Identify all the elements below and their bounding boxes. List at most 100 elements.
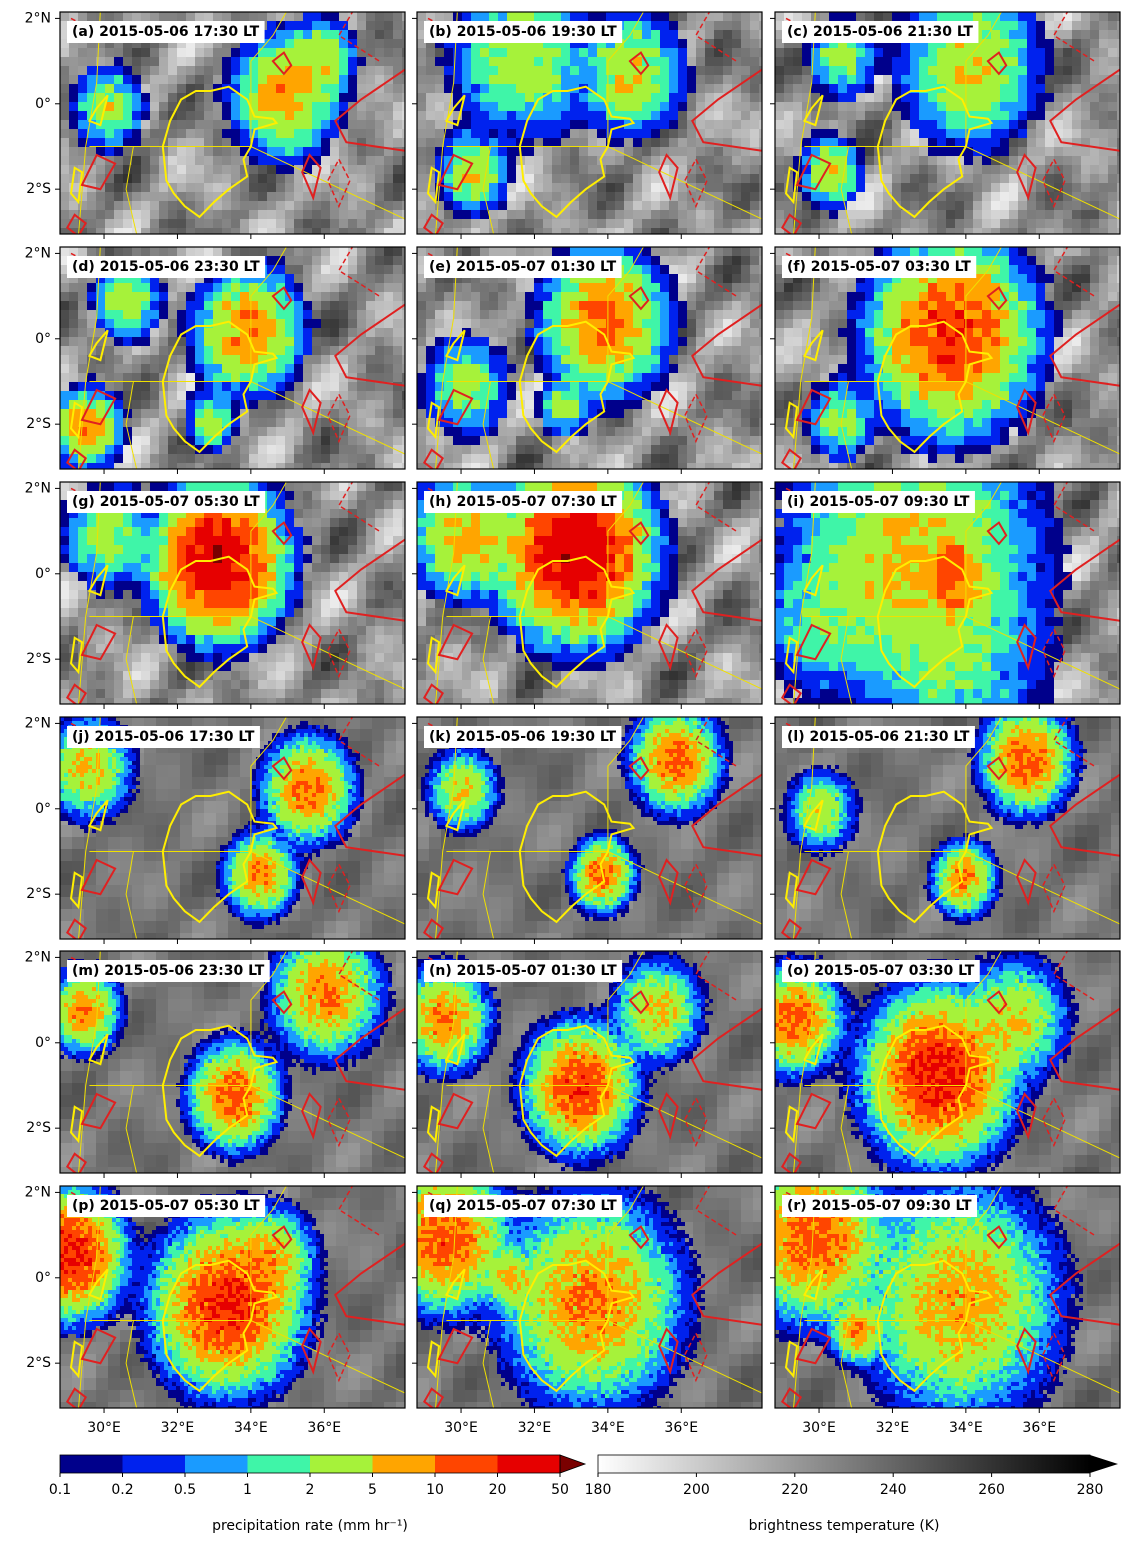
cloud-cell: [820, 219, 829, 228]
cloud-cell: [321, 256, 330, 265]
cloud-cell: [303, 436, 312, 445]
cloud-cell: [258, 165, 267, 174]
cloud-cell: [678, 192, 687, 201]
cloud-cell: [285, 247, 294, 256]
cloud-cell: [150, 364, 159, 373]
precip-cell: [516, 84, 525, 93]
cloud-cell: [204, 75, 213, 84]
cloud-cell: [321, 165, 330, 174]
precip-cell: [937, 129, 946, 138]
cloud-cell: [1099, 219, 1108, 228]
cloud-cell: [285, 183, 294, 192]
cloud-cell: [543, 192, 552, 201]
cloud-cell: [366, 364, 375, 373]
precip-cell: [1009, 30, 1018, 39]
cloud-cell: [723, 129, 732, 138]
precip-cell: [141, 93, 150, 102]
precip-cell: [240, 138, 249, 147]
precip-cell: [678, 48, 687, 57]
cloud-cell: [339, 210, 348, 219]
cloud-cell: [267, 174, 276, 183]
cloud-cell: [213, 57, 222, 66]
cloud-cell: [723, 165, 732, 174]
cloud-cell: [132, 427, 141, 436]
cloud-cell: [874, 192, 883, 201]
cloud-cell: [1027, 120, 1036, 129]
cloud-cell: [384, 12, 393, 21]
precip-cell: [597, 75, 606, 84]
cloud-cell: [937, 228, 946, 237]
cloud-cell: [624, 219, 633, 228]
cloud-cell: [186, 373, 195, 382]
cloud-cell: [982, 174, 991, 183]
cloud-cell: [294, 228, 303, 237]
cloud-cell: [384, 219, 393, 228]
cloud-cell: [1063, 165, 1072, 174]
cloud-cell: [186, 156, 195, 165]
precip-cell: [937, 75, 946, 84]
precip-cell: [552, 75, 561, 84]
precip-cell: [928, 111, 937, 120]
cloud-cell: [132, 346, 141, 355]
precip-cell: [462, 147, 471, 156]
precip-cell: [1027, 93, 1036, 102]
cloud-cell: [267, 409, 276, 418]
cloud-cell: [276, 183, 285, 192]
cloud-cell: [348, 256, 357, 265]
cloud-cell: [678, 21, 687, 30]
precip-cell: [561, 12, 570, 21]
cloud-cell: [1090, 183, 1099, 192]
cloud-cell: [579, 129, 588, 138]
precip-cell: [919, 102, 928, 111]
cloud-cell: [141, 400, 150, 409]
cloud-cell: [141, 147, 150, 156]
cloud-cell: [312, 337, 321, 346]
cloud-cell: [78, 310, 87, 319]
precip-cell: [543, 48, 552, 57]
cloud-cell: [177, 391, 186, 400]
cloud-cell: [1099, 21, 1108, 30]
precip-cell: [312, 120, 321, 129]
cloud-cell: [69, 57, 78, 66]
cloud-cell: [705, 75, 714, 84]
cloud-cell: [570, 156, 579, 165]
precip-cell: [1027, 48, 1036, 57]
cloud-cell: [69, 364, 78, 373]
precip-cell: [294, 75, 303, 84]
precip-cell: [973, 57, 982, 66]
cloud-cell: [705, 57, 714, 66]
precip-cell: [507, 102, 516, 111]
cloud-cell: [321, 156, 330, 165]
cloud-cell: [141, 409, 150, 418]
cloud-cell: [919, 174, 928, 183]
cloud-cell: [78, 247, 87, 256]
cloud-cell: [366, 274, 375, 283]
precip-cell: [588, 57, 597, 66]
cloud-cell: [258, 418, 267, 427]
cloud-cell: [141, 138, 150, 147]
precip-cell: [525, 147, 534, 156]
precip-cell: [937, 48, 946, 57]
cloud-cell: [87, 48, 96, 57]
precip-cell: [507, 66, 516, 75]
precip-cell: [321, 48, 330, 57]
precip-cell: [105, 147, 114, 156]
precip-cell: [498, 156, 507, 165]
cloud-cell: [847, 129, 856, 138]
precip-cell: [498, 48, 507, 57]
cloud-cell: [186, 12, 195, 21]
cloud-cell: [606, 183, 615, 192]
cloud-cell: [204, 66, 213, 75]
cloud-cell: [366, 418, 375, 427]
cloud-cell: [534, 228, 543, 237]
cloud-cell: [928, 210, 937, 219]
cloud-cell: [775, 102, 784, 111]
cloud-cell: [606, 192, 615, 201]
precip-cell: [579, 57, 588, 66]
cloud-cell: [946, 165, 955, 174]
cloud-cell: [759, 156, 768, 165]
cloud-cell: [177, 400, 186, 409]
cloud-cell: [366, 301, 375, 310]
cloud-cell: [78, 328, 87, 337]
cloud-cell: [1081, 66, 1090, 75]
